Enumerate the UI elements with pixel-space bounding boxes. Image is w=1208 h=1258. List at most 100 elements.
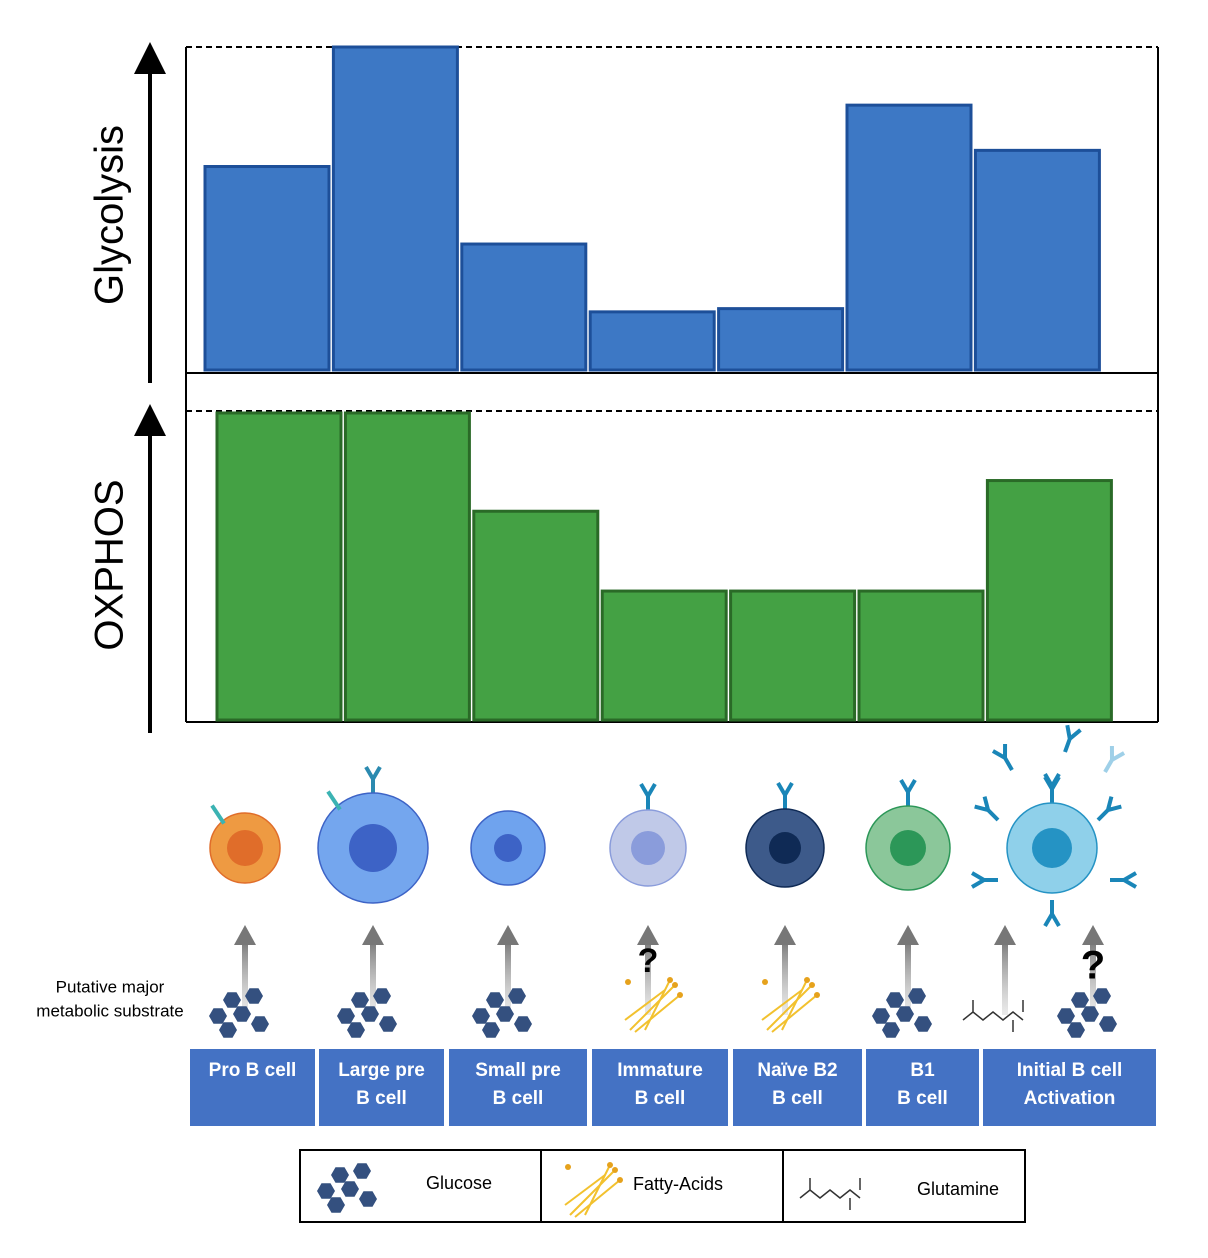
glutamine-icon bbox=[799, 1178, 861, 1210]
fatty-acid-icon bbox=[781, 979, 808, 1031]
stage-label: Naïve B2 bbox=[757, 1060, 837, 1081]
glucose-icon bbox=[1093, 988, 1111, 1004]
arrow bbox=[905, 940, 911, 1015]
stage-box bbox=[592, 1049, 728, 1126]
stage-label: B cell bbox=[635, 1088, 686, 1109]
fatty-acid-icon bbox=[565, 1164, 571, 1170]
cell-nucleus bbox=[227, 830, 263, 866]
stage-box bbox=[866, 1049, 979, 1126]
arrow bbox=[370, 940, 376, 1015]
glucose-icon bbox=[341, 1181, 359, 1197]
arrow bbox=[994, 925, 1016, 945]
bar bbox=[857, 589, 985, 722]
fatty-acid-icon bbox=[672, 982, 678, 988]
glucose-icon bbox=[351, 992, 369, 1008]
arrow bbox=[1082, 925, 1104, 945]
question-mark: ? bbox=[1081, 944, 1105, 988]
bar bbox=[331, 45, 459, 372]
glucose-icon bbox=[896, 1006, 914, 1022]
glucose-icon bbox=[373, 988, 391, 1004]
arrow bbox=[1002, 940, 1008, 1015]
antibody bbox=[1110, 871, 1138, 889]
cell-nucleus bbox=[494, 834, 522, 862]
arrow bbox=[645, 940, 651, 1015]
stage-label: Activation bbox=[1024, 1088, 1116, 1109]
antibody bbox=[1043, 772, 1061, 800]
fatty-acid-icon bbox=[574, 1179, 621, 1218]
glucose-icon bbox=[331, 1167, 349, 1183]
fatty-acid-icon bbox=[625, 979, 631, 985]
arrow bbox=[242, 940, 248, 1015]
fatty-acid-icon bbox=[667, 977, 673, 983]
glucose-icon bbox=[496, 1006, 514, 1022]
bar bbox=[588, 310, 716, 372]
glucose-icon bbox=[337, 1008, 355, 1024]
antibody bbox=[1063, 724, 1082, 753]
fatty-acid-icon bbox=[584, 1164, 611, 1216]
glucose-icon bbox=[317, 1183, 335, 1199]
bar bbox=[985, 479, 1113, 722]
fatty-acid-icon bbox=[762, 979, 768, 985]
antibody bbox=[1043, 900, 1061, 928]
stage-label: B cell bbox=[897, 1088, 948, 1109]
legend: Glucose Fatty-Acids Glutamine bbox=[299, 1149, 1026, 1223]
glucose-icon bbox=[223, 992, 241, 1008]
glutamine-icon bbox=[962, 1000, 1024, 1032]
glucose-icon bbox=[353, 1163, 371, 1179]
arrow bbox=[362, 925, 384, 945]
glucose-icon bbox=[482, 1022, 500, 1038]
cell-nucleus bbox=[631, 831, 665, 865]
bar bbox=[717, 307, 845, 372]
glucose-icon bbox=[347, 1022, 365, 1038]
arrow bbox=[637, 925, 659, 945]
cell-nucleus bbox=[890, 830, 926, 866]
glucose-icon bbox=[219, 1022, 237, 1038]
bar bbox=[973, 148, 1101, 372]
glucose-icon bbox=[1057, 1008, 1075, 1024]
arrow bbox=[234, 925, 256, 945]
antibody bbox=[639, 782, 657, 810]
frame bbox=[134, 42, 1159, 733]
antibody bbox=[364, 765, 382, 793]
glucose-icon bbox=[908, 988, 926, 1004]
glucose-icon bbox=[472, 1008, 490, 1024]
stage-label: B1 bbox=[910, 1060, 935, 1081]
stage-label: B cell bbox=[772, 1088, 823, 1109]
fatty-acid-icon bbox=[766, 984, 813, 1031]
receptor bbox=[210, 804, 226, 825]
receptor bbox=[326, 790, 342, 811]
antibody bbox=[776, 781, 794, 809]
y-axis-label: OXPHOS bbox=[88, 479, 132, 650]
glucose-icon bbox=[514, 1016, 532, 1032]
stage-label: Immature bbox=[617, 1060, 703, 1081]
question-mark: ? bbox=[638, 942, 659, 980]
arrow bbox=[782, 940, 788, 1015]
stage-box bbox=[449, 1049, 587, 1126]
fatty-acid-icon bbox=[612, 1167, 618, 1173]
legend-label: Fatty-Acids bbox=[633, 1174, 723, 1194]
arrow bbox=[897, 925, 919, 945]
stage-label: B cell bbox=[493, 1088, 544, 1109]
stage-label: Pro B cell bbox=[209, 1060, 297, 1081]
fatty-acid-icon bbox=[804, 977, 810, 983]
bar bbox=[460, 242, 588, 372]
fatty-acid-icon bbox=[569, 1169, 616, 1216]
glucose-icon bbox=[379, 1016, 397, 1032]
substrate-label: Putative major bbox=[56, 977, 165, 996]
glucose-icon bbox=[1081, 1006, 1099, 1022]
stage-label: Large pre bbox=[338, 1060, 425, 1081]
glucose-icon bbox=[1067, 1022, 1085, 1038]
legend-label: Glutamine bbox=[917, 1179, 999, 1199]
fatty-acid-icon bbox=[644, 979, 671, 1031]
glucose-icon bbox=[872, 1008, 890, 1024]
legend-label: Glucose bbox=[426, 1173, 492, 1193]
glucose-icon bbox=[914, 1016, 932, 1032]
cell-nucleus bbox=[769, 832, 801, 864]
antibody bbox=[899, 778, 917, 806]
fatty-acid-icon bbox=[607, 1162, 613, 1168]
bar bbox=[472, 509, 600, 722]
bar bbox=[600, 589, 728, 722]
antibody bbox=[1096, 796, 1122, 822]
fatty-acid-icon bbox=[771, 994, 818, 1033]
fatty-acid-icon bbox=[809, 982, 815, 988]
